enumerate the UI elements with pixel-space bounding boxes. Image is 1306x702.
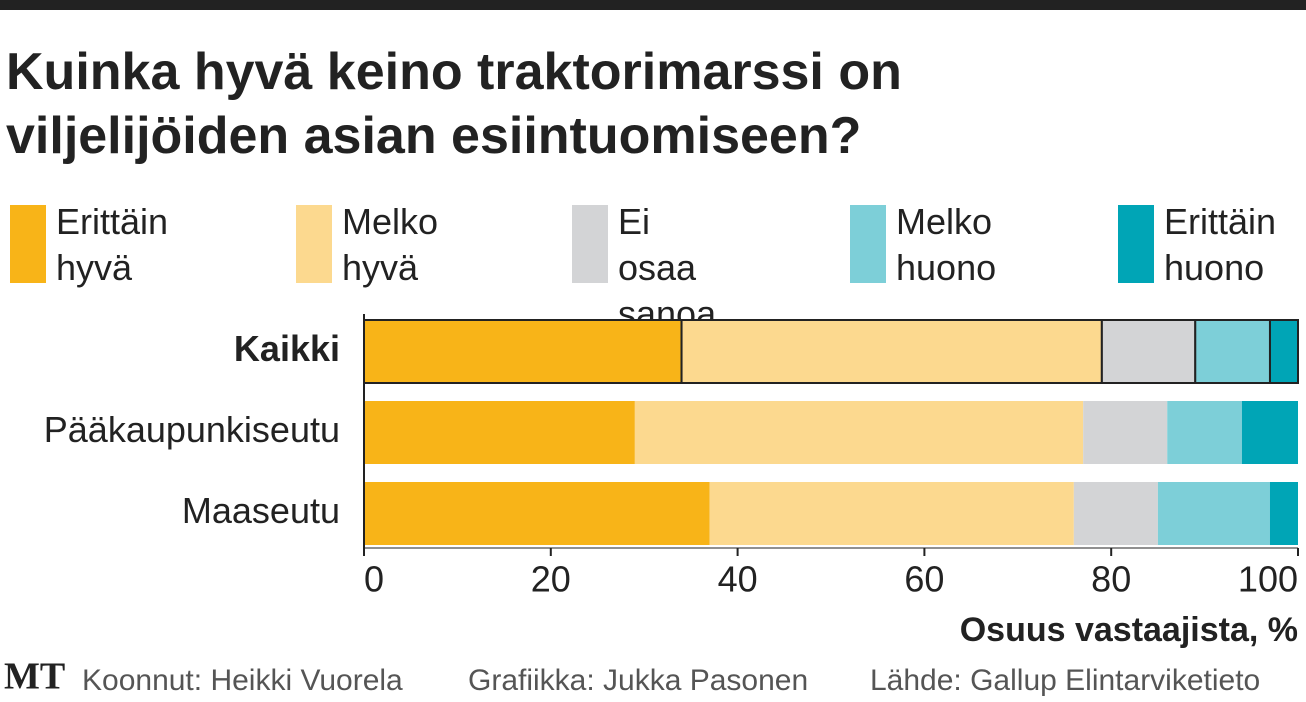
footer-credit: Grafiikka: Jukka Pasonen [468,664,808,697]
bar-segment [1073,482,1158,545]
bar-segment [1083,401,1168,464]
x-tick-label: 100 [1238,559,1298,600]
legend-swatch [10,205,46,283]
y-tick-label: Pääkaupunkiseutu [44,409,340,450]
bar-segment [364,482,710,545]
chart-title: Kuinka hyvä keino traktorimarssi on vilj… [6,43,902,165]
legend-label: Melko hyvä [342,201,439,288]
bar-segment [680,319,1103,384]
bar-segment [1241,401,1298,464]
bar-segment [1167,401,1242,464]
legend-label: Ei osaa sanoa [618,201,717,334]
bar-segment [1100,319,1197,384]
x-tick-label: 80 [1091,559,1131,600]
footer-source: Lähde: Gallup Elintarviketieto [870,664,1260,697]
legend-swatch [296,205,332,283]
bar-segment [1268,319,1299,384]
legend-label: Erittäin huono [1164,201,1277,288]
bar-segment [1157,482,1270,545]
bar-segment [1194,319,1271,384]
y-tick-label: Maaseutu [182,490,340,531]
footer-credit: Koonnut: Heikki Vuorela [82,664,403,697]
legend-label: Melko huono [896,201,997,288]
bar-segment [1269,482,1298,545]
bar-segment [363,319,683,384]
x-tick-label: 60 [904,559,944,600]
x-tick-label: 0 [364,559,384,600]
legend-swatch [850,205,886,283]
x-tick-label: 20 [531,559,571,600]
bar-segment [709,482,1074,545]
y-tick-label: Kaikki [234,328,340,369]
top-rule [0,0,1306,10]
logo: MT [4,656,65,698]
x-tick-label: 40 [718,559,758,600]
legend-swatch [572,205,608,283]
legend-swatch [1118,205,1154,283]
legend-label: Erittäin hyvä [56,201,169,288]
bar-segment [634,401,1084,464]
x-axis-label: Osuus vastaajista, % [960,611,1298,649]
bar-segment [364,401,635,464]
